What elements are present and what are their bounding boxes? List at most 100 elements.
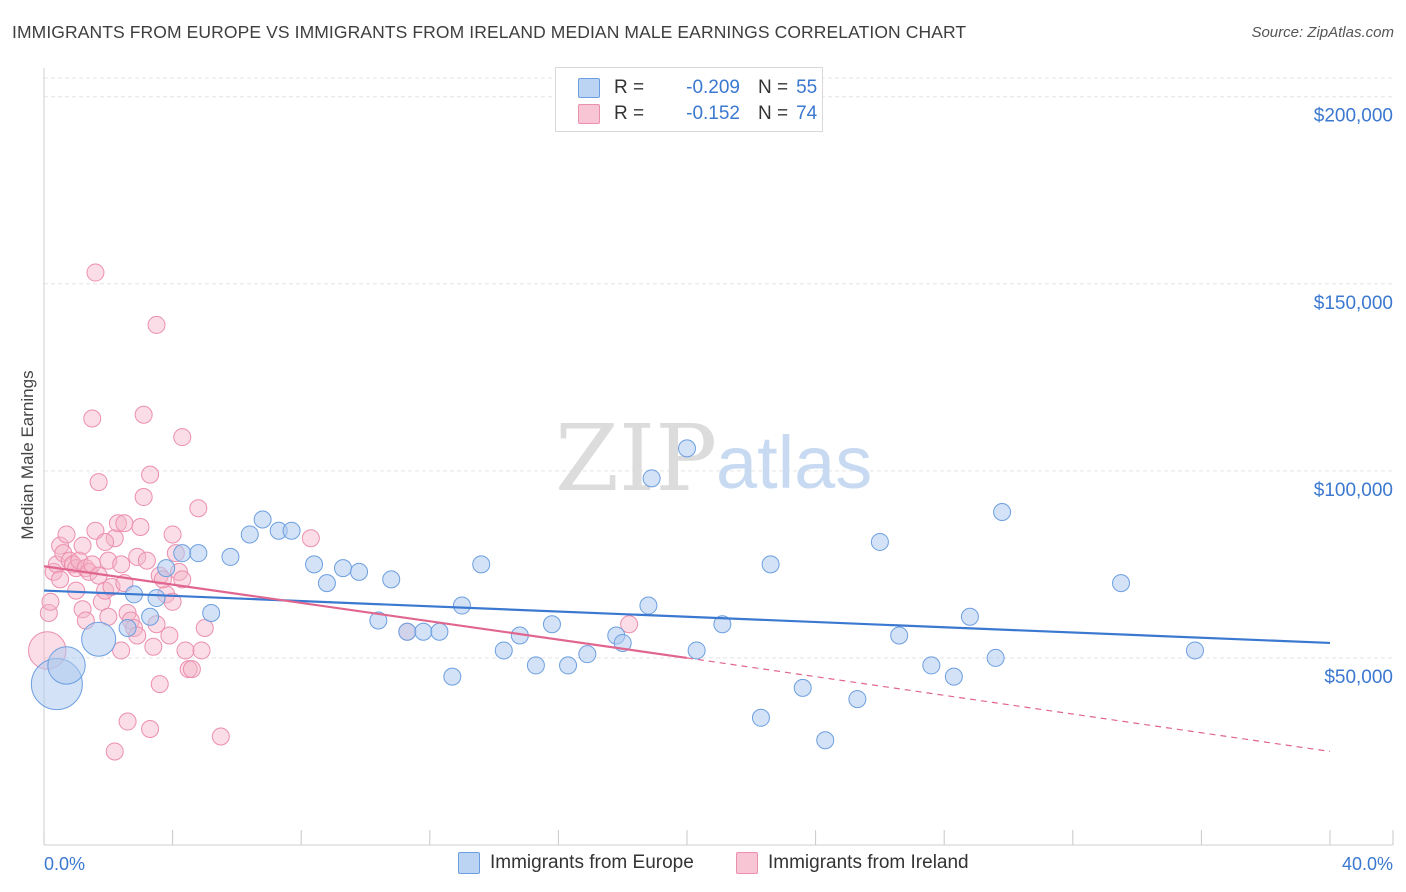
- europe-point: [157, 559, 176, 578]
- n-label: N =: [758, 103, 789, 124]
- stats-legend: R = -0.209 N = 55 R = -0.152 N = 74: [555, 67, 823, 132]
- legend-item-ireland: Immigrants from Ireland: [736, 852, 969, 874]
- ireland-point: [192, 641, 211, 660]
- europe-points: [30, 439, 1204, 750]
- europe-point: [890, 626, 909, 645]
- ireland-point: [301, 529, 320, 548]
- europe-point: [221, 547, 240, 566]
- ireland-point: [141, 465, 160, 484]
- y-axis-label: Median Male Earnings: [18, 370, 37, 539]
- europe-point: [253, 510, 272, 529]
- watermark-atlas: atlas: [716, 421, 872, 504]
- europe-point: [305, 555, 324, 574]
- ireland-point: [620, 615, 639, 634]
- legend-item-europe: Immigrants from Europe: [458, 852, 694, 874]
- europe-point: [333, 559, 352, 578]
- y-tick-label: $150,000: [1314, 293, 1393, 314]
- ireland-points: [28, 263, 639, 761]
- europe-point: [526, 656, 545, 675]
- europe-point: [369, 611, 388, 630]
- ireland-point: [118, 712, 137, 731]
- europe-point: [687, 641, 706, 660]
- r-value-europe: -0.209: [686, 77, 740, 98]
- europe-point: [986, 648, 1005, 667]
- europe-point: [452, 596, 471, 615]
- europe-point: [848, 690, 867, 709]
- europe-legend-label: Immigrants from Europe: [490, 852, 694, 873]
- europe-point: [189, 544, 208, 563]
- chart-title: IMMIGRANTS FROM EUROPE VS IMMIGRANTS FRO…: [12, 22, 967, 42]
- y-tick-labels: $200,000 $150,000 $100,000 $50,000: [1314, 106, 1393, 688]
- ireland-point: [39, 604, 58, 623]
- y-tick-label: $100,000: [1314, 480, 1393, 501]
- ireland-point: [147, 315, 166, 334]
- europe-point: [761, 555, 780, 574]
- ireland-point: [173, 570, 192, 589]
- source-label: Source: ZipAtlas.com: [1251, 24, 1394, 41]
- europe-point: [240, 525, 259, 544]
- ireland-point: [176, 641, 195, 660]
- europe-point: [472, 555, 491, 574]
- europe-point: [713, 615, 732, 634]
- europe-point: [430, 622, 449, 641]
- ireland-point: [163, 525, 182, 544]
- europe-point: [118, 618, 137, 637]
- europe-point: [382, 570, 401, 589]
- europe-trend-line: [43, 589, 1331, 645]
- legend-row-ireland: R = -0.152 N = 74: [578, 102, 817, 126]
- ireland-legend-swatch: [736, 852, 758, 874]
- europe-point: [494, 641, 513, 660]
- ireland-point: [83, 409, 102, 428]
- europe-point: [202, 604, 221, 623]
- gridlines: [44, 77, 1393, 659]
- x-tick-max: 40.0%: [1342, 854, 1393, 874]
- ireland-point: [144, 637, 163, 656]
- europe-point: [678, 439, 696, 458]
- ireland-point: [173, 428, 192, 447]
- europe-point: [642, 469, 661, 488]
- ireland-point: [141, 720, 160, 739]
- r-label: R =: [614, 77, 645, 98]
- ireland-point: [131, 517, 150, 536]
- y-tick-label: $50,000: [1324, 667, 1393, 688]
- ireland-point: [150, 675, 169, 694]
- europe-point: [751, 708, 770, 727]
- ireland-legend-label: Immigrants from Ireland: [768, 852, 969, 873]
- ireland-point: [182, 660, 201, 679]
- ireland-point: [128, 547, 147, 566]
- europe-point: [639, 596, 658, 615]
- ireland-point: [112, 555, 131, 574]
- ireland-point: [195, 618, 214, 637]
- legend-row-europe: R = -0.209 N = 55: [578, 76, 817, 100]
- europe-point: [542, 615, 561, 634]
- europe-swatch: [578, 78, 600, 98]
- europe-point: [47, 646, 86, 685]
- europe-point: [559, 656, 578, 675]
- europe-point: [282, 521, 301, 540]
- y-tick-label: $200,000: [1314, 106, 1393, 127]
- ireland-trend-extension: [686, 657, 1331, 753]
- europe-legend-swatch: [458, 852, 480, 874]
- europe-point: [81, 621, 117, 657]
- europe-point: [870, 532, 889, 551]
- ireland-point: [41, 592, 60, 611]
- r-value-ireland: -0.152: [686, 103, 740, 124]
- europe-point: [398, 622, 417, 641]
- ireland-point: [160, 626, 179, 645]
- ireland-point: [73, 536, 92, 555]
- europe-point: [147, 589, 166, 608]
- n-value-europe: 55: [796, 77, 818, 98]
- x-tick-min: 0.0%: [44, 854, 85, 874]
- ireland-swatch: [578, 104, 600, 124]
- ireland-point: [134, 405, 153, 424]
- europe-point: [993, 503, 1012, 522]
- ireland-point: [96, 532, 115, 551]
- watermark-zip: ZIP: [555, 405, 717, 512]
- europe-point: [922, 656, 941, 675]
- ireland-point: [211, 727, 230, 746]
- ireland-point: [108, 514, 127, 533]
- trend-lines: [43, 565, 1331, 753]
- europe-point: [317, 574, 336, 593]
- europe-point: [414, 622, 433, 641]
- europe-point: [944, 667, 963, 686]
